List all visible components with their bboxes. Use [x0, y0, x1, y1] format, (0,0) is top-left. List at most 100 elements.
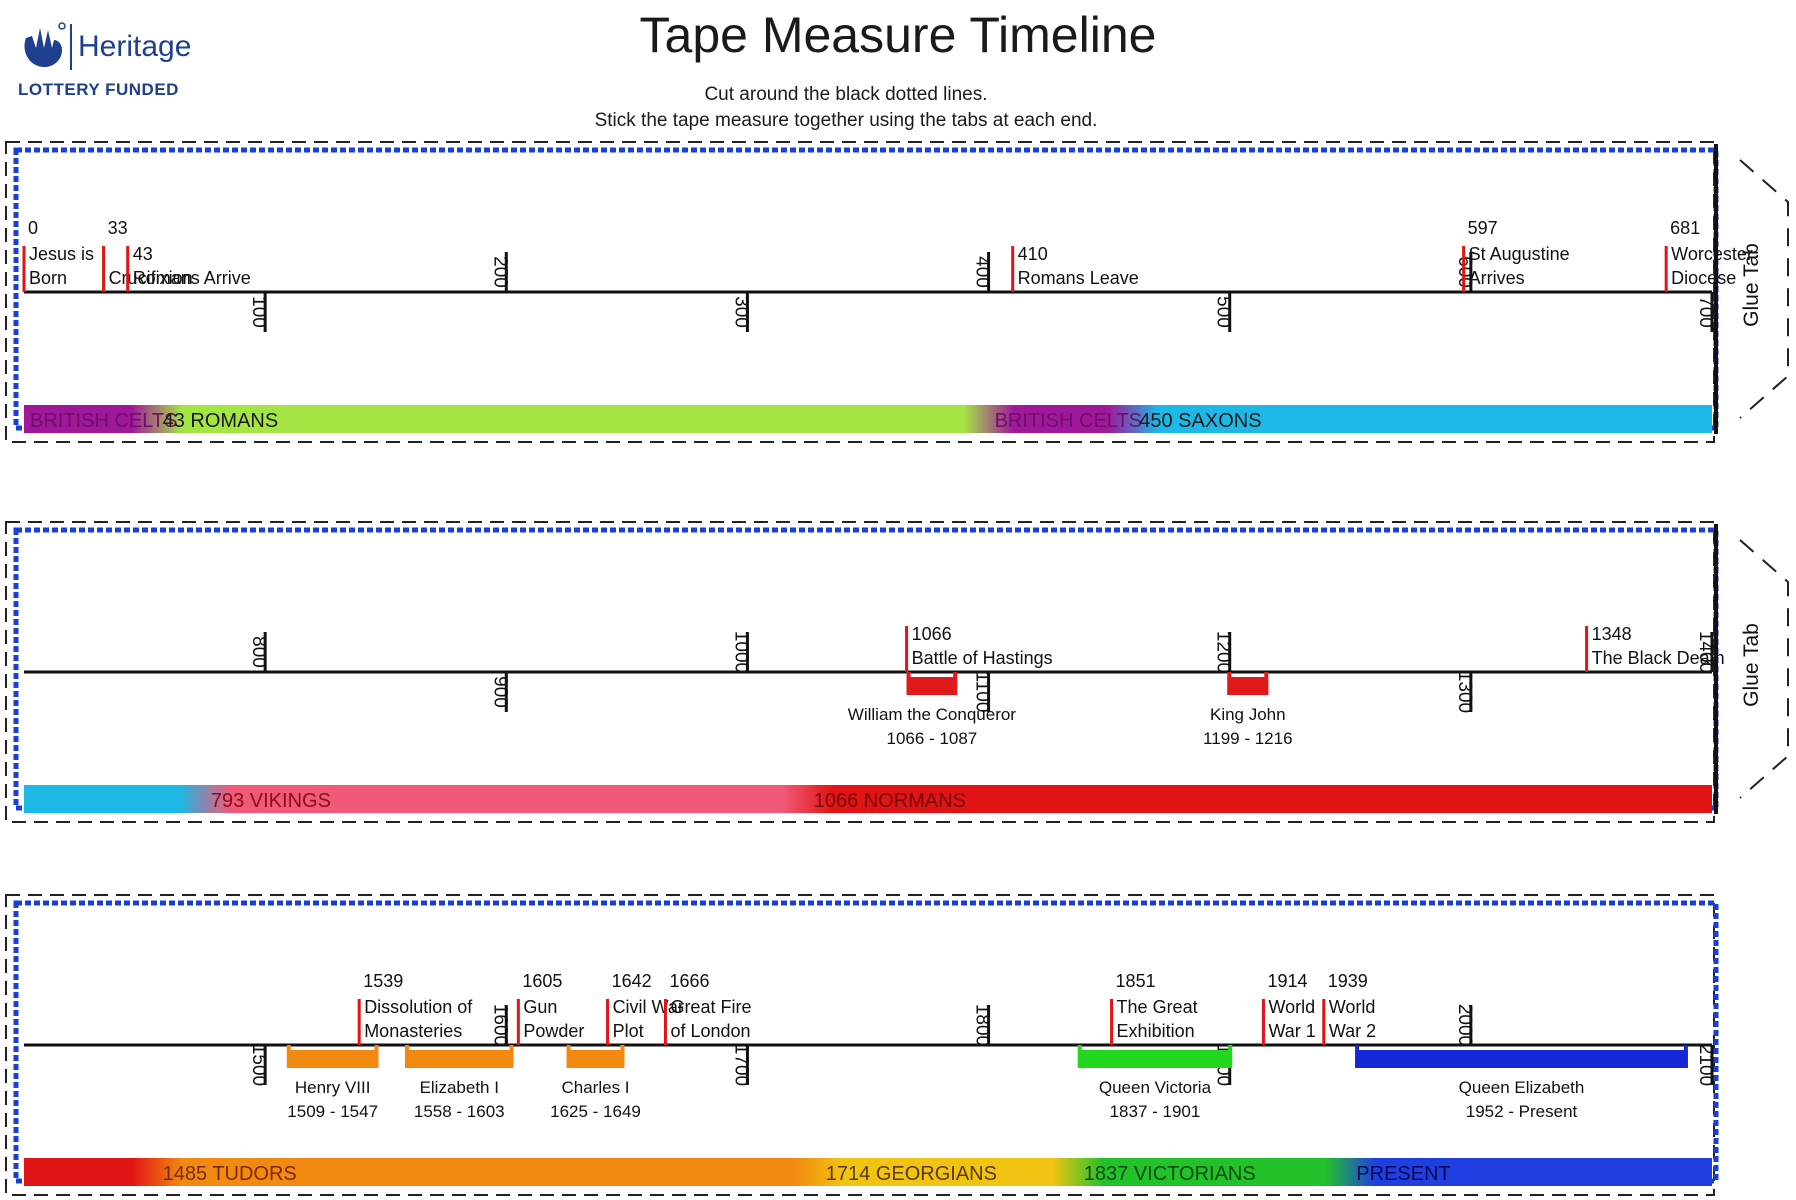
- event-year: 33: [108, 218, 128, 238]
- event-label-line2: War 2: [1329, 1021, 1376, 1041]
- event-label-line2: Monasteries: [364, 1021, 462, 1041]
- instruction-line-1: Cut around the black dotted lines.: [704, 84, 988, 105]
- glue-tab-outline: [1739, 159, 1789, 419]
- event-label-line1: 1348: [1592, 624, 1632, 644]
- event-year: 1939: [1328, 971, 1368, 991]
- page-title: Tape Measure Timeline: [639, 7, 1157, 63]
- event-year: 1539: [363, 971, 403, 991]
- tick-label: 500: [1213, 296, 1234, 328]
- tick-label: 2000: [1454, 1004, 1475, 1046]
- reign-dates: 1952 - Present: [1466, 1102, 1578, 1121]
- era-band: [24, 1158, 1712, 1186]
- tick-label: 1400: [1695, 631, 1716, 673]
- tick-label: 900: [489, 676, 510, 708]
- logo-brand-text: Heritage: [78, 30, 192, 63]
- event-label-line1: Dissolution of: [364, 997, 473, 1017]
- event-label-line1: Great Fire: [670, 997, 751, 1017]
- event-label-line2: Exhibition: [1117, 1021, 1195, 1041]
- reign-bar: [286, 1050, 379, 1068]
- event-label-line2: of London: [670, 1021, 750, 1041]
- reign-name: Queen Victoria: [1099, 1078, 1212, 1097]
- reign-name: Henry VIII: [295, 1078, 371, 1097]
- tick-label: 1700: [730, 1044, 751, 1086]
- tick-label: 400: [972, 256, 993, 288]
- reign-bar: [566, 1050, 625, 1068]
- event-label-line1: Gun: [523, 997, 557, 1017]
- event-label-line1: St Augustine: [1469, 244, 1570, 264]
- event-label-line2: The Black Death: [1592, 648, 1725, 668]
- lottery-hand-icon: [24, 22, 66, 68]
- reign-bar: [1355, 1050, 1688, 1068]
- event-label-line2: Plot: [613, 1021, 644, 1041]
- tick-label: 800: [248, 636, 269, 668]
- era-label: PRESENT: [1356, 1163, 1450, 1185]
- timeline-strip-2: 793 VIKINGS 1066 NORMANS 800 900 1000 1100 120…: [5, 521, 1789, 823]
- event-year: 1851: [1116, 971, 1156, 991]
- event-year: 681: [1670, 218, 1700, 238]
- tick-label: 200: [489, 256, 510, 288]
- reign-name: Queen Elizabeth: [1459, 1078, 1585, 1097]
- era-band: [24, 405, 1712, 433]
- instruction-line-2: Stick the tape measure together using th…: [594, 110, 1098, 131]
- tick-label: 2100: [1695, 1044, 1716, 1086]
- reign-name: William the Conqueror: [848, 705, 1017, 724]
- event-year: 1642: [612, 971, 652, 991]
- tape-border: [13, 527, 1719, 811]
- event-label-line2: War 1: [1268, 1021, 1315, 1041]
- era-label: BRITISH CELTS: [30, 410, 177, 432]
- reign-dates: 1558 - 1603: [414, 1102, 505, 1121]
- reign-bar: [405, 1050, 514, 1068]
- reign-bar: [1077, 1050, 1233, 1068]
- event-label-line1: Worcester: [1671, 244, 1753, 264]
- reign-dates: 1837 - 1901: [1110, 1102, 1201, 1121]
- era-label: 1714 GEORGIANS: [826, 1163, 997, 1185]
- era-label: 1066 NORMANS: [814, 790, 966, 812]
- heritage-lottery-logo: Heritage LOTTERY FUNDED: [18, 14, 218, 104]
- era-label: 1485 TUDORS: [163, 1163, 297, 1185]
- era-band: [24, 785, 1712, 813]
- event-label-line1: World: [1268, 997, 1315, 1017]
- era-label: 43 ROMANS: [163, 410, 279, 432]
- event-year: 1666: [669, 971, 709, 991]
- reign-name: King John: [1210, 705, 1286, 724]
- logo-divider: [70, 24, 72, 70]
- event-label-line2: Romans Leave: [1018, 268, 1139, 288]
- event-label-line1: 1066: [912, 624, 952, 644]
- reign-dates: 1509 - 1547: [287, 1102, 378, 1121]
- logo-subtitle: LOTTERY FUNDED: [18, 80, 179, 99]
- reign-bar: [1227, 677, 1269, 695]
- reign-dates: 1066 - 1087: [887, 729, 978, 748]
- tick-label: 1200: [1213, 631, 1234, 673]
- tick-label: 1000: [730, 631, 751, 673]
- glue-tab-label: Glue Tab: [1740, 243, 1763, 327]
- timeline-strip-3: 1485 TUDORS 1714 GEORGIANS 1837 VICTORIANS…: [5, 894, 1719, 1196]
- reign-dates: 1199 - 1216: [1203, 729, 1292, 748]
- era-label: 1837 VICTORIANS: [1084, 1163, 1256, 1185]
- era-label: 793 VIKINGS: [211, 790, 331, 812]
- era-label: 450 SAXONS: [1139, 410, 1261, 432]
- event-label-line2: Born: [29, 268, 67, 288]
- event-label-line2: Romans Arrive: [133, 268, 251, 288]
- event-year: 0: [28, 218, 38, 238]
- tick-label: 1300: [1454, 671, 1475, 713]
- event-label-line1: World: [1329, 997, 1376, 1017]
- era-label: BRITISH CELTS: [995, 410, 1142, 432]
- event-label-line2: Powder: [523, 1021, 584, 1041]
- event-label-line2: Crucifixion: [109, 268, 193, 288]
- event-label-line2: Battle of Hastings: [912, 648, 1053, 668]
- event-year: 1914: [1267, 971, 1307, 991]
- event-label-line1: 43: [133, 244, 153, 264]
- event-label-line1: The Great: [1117, 997, 1198, 1017]
- tick-label: 1500: [248, 1044, 269, 1086]
- glue-tab-outline: [1739, 539, 1789, 799]
- reign-bar: [906, 677, 958, 695]
- tick-label: 700: [1695, 296, 1716, 328]
- tick-label: 1800: [972, 1004, 993, 1046]
- reign-dates: 1625 - 1649: [550, 1102, 641, 1121]
- tick-label: 100: [248, 296, 269, 328]
- event-label-line1: Jesus is: [29, 244, 94, 264]
- event-label-line2: Arrives: [1469, 268, 1525, 288]
- reign-name: Elizabeth I: [420, 1078, 499, 1097]
